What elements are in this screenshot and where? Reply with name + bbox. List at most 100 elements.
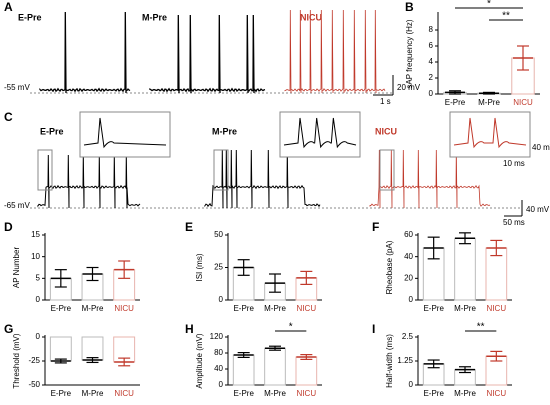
x-tick-label: NICU xyxy=(297,389,317,398)
y-tick-label: 0 xyxy=(409,380,414,389)
significance-label: * xyxy=(289,322,293,333)
inset-marker xyxy=(213,149,229,191)
trace-label: M-Pre xyxy=(212,126,237,136)
baseline-label: -55 mV xyxy=(4,83,30,92)
scale-label: 50 ms xyxy=(503,218,525,227)
x-tick-label: E-Pre xyxy=(233,304,254,313)
y-axis-label: Rheobase (pA) xyxy=(385,240,394,294)
inset-box xyxy=(79,111,171,158)
inset-box xyxy=(449,111,531,158)
x-tick-label: M-Pre xyxy=(264,304,286,313)
trace-label: M-Pre xyxy=(142,12,167,22)
y-tick-label: 4 xyxy=(429,57,434,66)
scale-label: 20 mV xyxy=(397,83,421,92)
y-tick-label: 40 xyxy=(214,364,223,373)
x-tick-label: NICU xyxy=(114,304,134,313)
y-tick-label: 20 xyxy=(404,273,413,282)
panel-letter: F xyxy=(372,220,379,234)
y-tick-label: 6 xyxy=(429,41,434,50)
y-tick-label: 0 xyxy=(219,380,224,389)
y-tick-label: 0 xyxy=(219,295,224,304)
y-axis-label: Threshold (mV) xyxy=(12,333,21,388)
y-axis-label: Amplitude (mV) xyxy=(195,333,204,388)
panel-letter: G xyxy=(4,322,13,336)
trace xyxy=(369,149,491,209)
scale-label: 1 s xyxy=(380,97,391,106)
y-tick-label: 40 xyxy=(404,252,413,261)
y-tick-label: 8 xyxy=(429,25,434,34)
y-tick-label: 0 xyxy=(429,89,434,98)
x-tick-label: NICU xyxy=(297,304,317,313)
y-axis-label: Half-width (ms) xyxy=(385,334,394,388)
inset-trace xyxy=(283,117,357,149)
x-tick-label: NICU xyxy=(487,389,507,398)
bar xyxy=(295,356,318,386)
y-tick-label: -25 xyxy=(28,356,40,365)
x-tick-label: NICU xyxy=(114,389,134,398)
x-tick-label: E-Pre xyxy=(423,389,444,398)
y-tick-label: 25 xyxy=(214,263,223,272)
y-tick-label: 0 xyxy=(36,295,41,304)
x-tick-label: NICU xyxy=(513,98,533,107)
x-tick-label: M-Pre xyxy=(454,304,476,313)
trace xyxy=(39,11,131,94)
x-tick-label: M-Pre xyxy=(478,98,500,107)
trace xyxy=(204,149,321,209)
trace-label: NICU xyxy=(375,126,397,136)
y-tick-label: 120 xyxy=(210,332,224,341)
panel-letter: B xyxy=(405,0,414,14)
y-tick-label: 15 xyxy=(31,230,40,239)
inset-trace xyxy=(83,117,167,149)
baseline-label: -65 mV xyxy=(4,201,30,210)
bar xyxy=(264,347,286,386)
panel-letter: C xyxy=(4,110,13,124)
y-tick-label: 50 xyxy=(214,230,223,239)
trace-label: NICU xyxy=(300,12,322,22)
x-tick-label: M-Pre xyxy=(82,389,104,398)
y-tick-label: 2 xyxy=(429,73,434,82)
bar xyxy=(49,336,72,362)
significance-label: ** xyxy=(502,11,510,22)
trace xyxy=(37,154,141,209)
x-tick-label: M-Pre xyxy=(82,304,104,313)
inset-marker xyxy=(379,149,395,191)
trace xyxy=(284,9,386,94)
x-tick-label: E-Pre xyxy=(233,389,254,398)
inset-box xyxy=(279,111,361,158)
x-tick-label: E-Pre xyxy=(51,304,72,313)
y-tick-label: 1.25 xyxy=(397,356,413,365)
trace-label: E-Pre xyxy=(40,126,64,136)
y-tick-label: 5 xyxy=(36,273,41,282)
x-tick-label: M-Pre xyxy=(264,389,286,398)
bar xyxy=(454,237,476,301)
y-tick-label: 10 xyxy=(31,252,40,261)
y-tick-label: -50 xyxy=(28,380,40,389)
x-tick-label: E-Pre xyxy=(423,304,444,313)
panel-letter: H xyxy=(185,322,194,336)
y-tick-label: 0 xyxy=(36,332,41,341)
significance-label: ** xyxy=(477,322,485,333)
inset-marker xyxy=(37,149,53,191)
panel-letter: D xyxy=(4,220,13,234)
trace-label: E-Pre xyxy=(18,12,42,22)
inset-trace xyxy=(453,117,527,149)
x-tick-label: E-Pre xyxy=(445,98,466,107)
panel-letter: A xyxy=(4,0,13,14)
x-tick-label: M-Pre xyxy=(454,389,476,398)
scale-label: 40 mV xyxy=(532,143,550,152)
x-tick-label: NICU xyxy=(487,304,507,313)
panel-letter: E xyxy=(185,220,193,234)
bar xyxy=(81,336,104,361)
trace xyxy=(149,14,266,94)
panel-letter: I xyxy=(372,322,375,336)
scale-label: 10 ms xyxy=(503,159,525,168)
bar xyxy=(232,354,255,386)
significance-label: * xyxy=(487,0,491,10)
y-tick-label: 0 xyxy=(409,295,414,304)
y-tick-label: 2.5 xyxy=(402,332,414,341)
y-axis-label: AP Number xyxy=(12,247,21,289)
x-tick-label: E-Pre xyxy=(51,389,72,398)
y-axis-label: ISI (ms) xyxy=(195,253,204,281)
y-tick-label: 80 xyxy=(214,348,223,357)
